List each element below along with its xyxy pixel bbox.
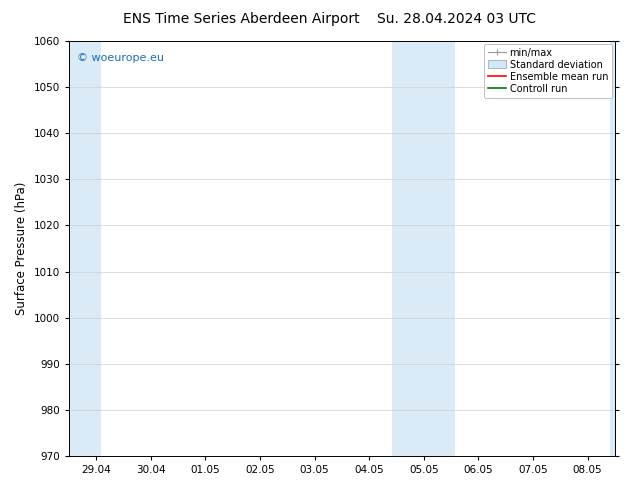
Legend: min/max, Standard deviation, Ensemble mean run, Controll run: min/max, Standard deviation, Ensemble me… bbox=[484, 44, 612, 98]
Text: Su. 28.04.2024 03 UTC: Su. 28.04.2024 03 UTC bbox=[377, 12, 536, 26]
Text: © woeurope.eu: © woeurope.eu bbox=[77, 53, 164, 64]
Bar bbox=[69, 41, 101, 456]
Y-axis label: Surface Pressure (hPa): Surface Pressure (hPa) bbox=[15, 182, 28, 315]
Bar bbox=[611, 41, 615, 456]
Bar bbox=[392, 41, 455, 456]
Text: ENS Time Series Aberdeen Airport: ENS Time Series Aberdeen Airport bbox=[122, 12, 359, 26]
